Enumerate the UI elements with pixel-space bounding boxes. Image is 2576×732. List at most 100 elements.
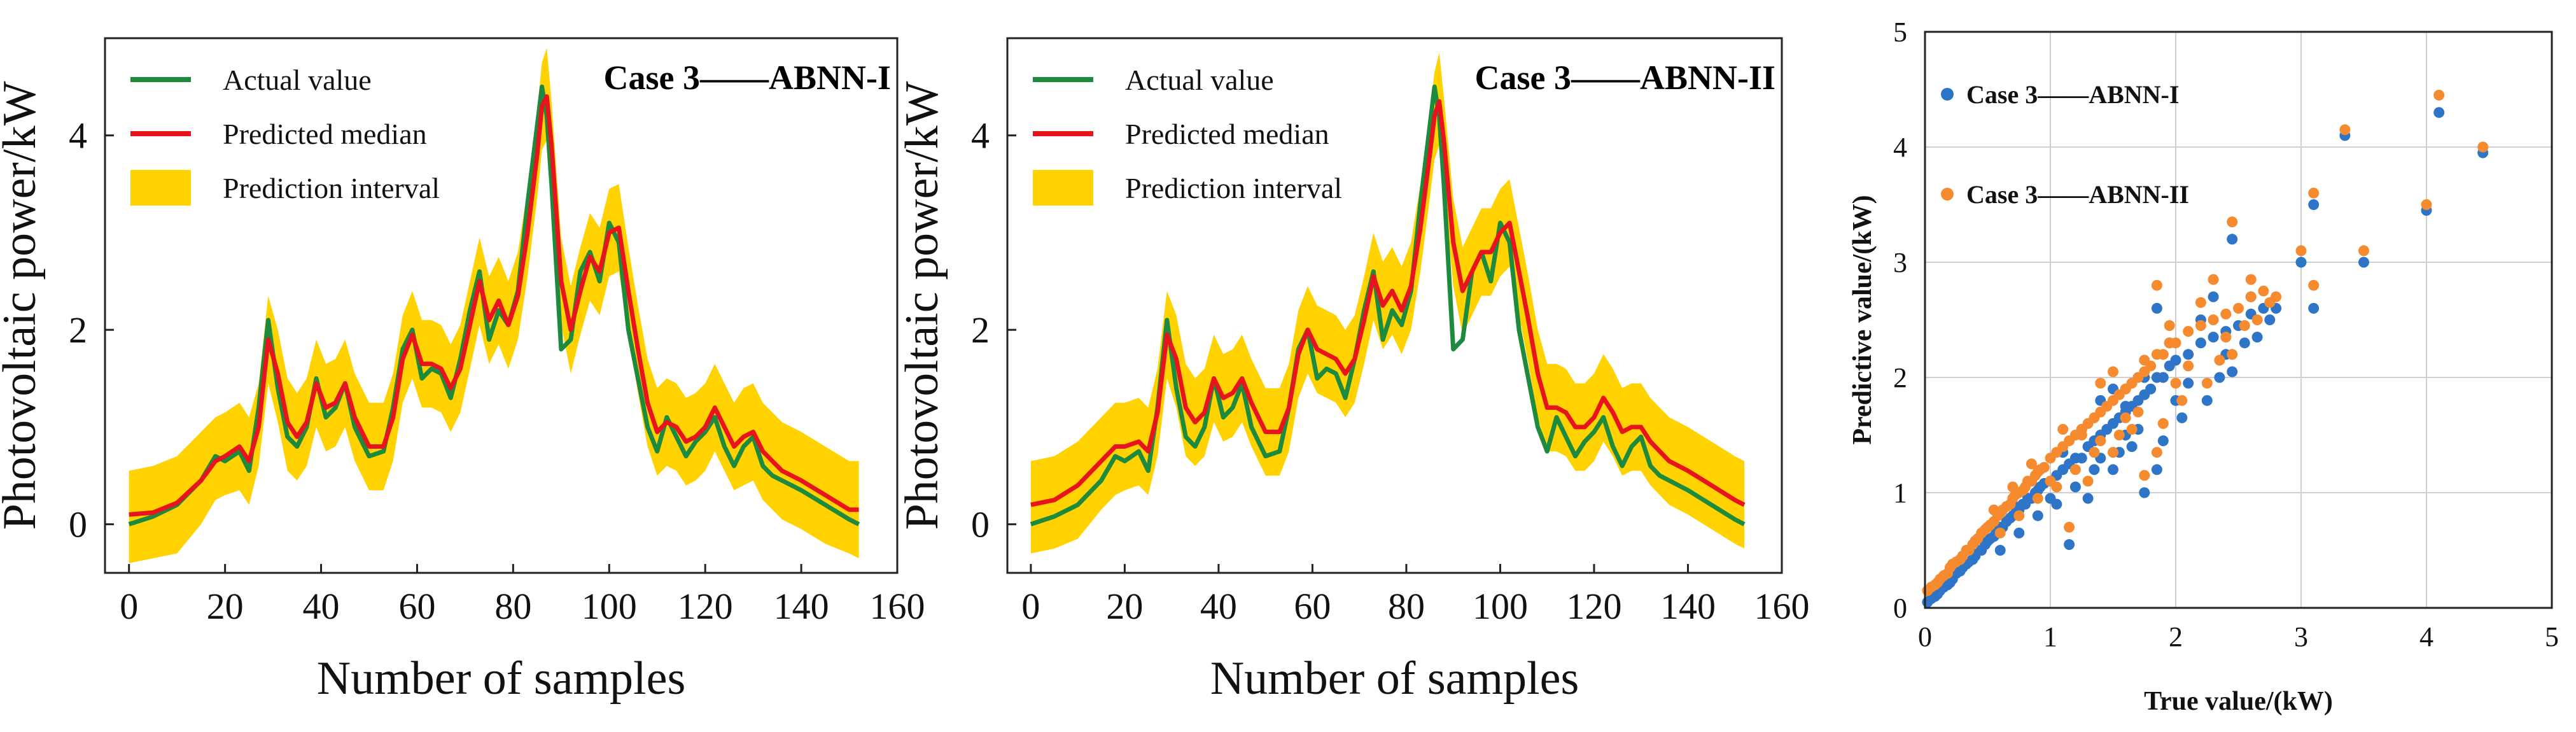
y-tick-label: 4 <box>971 115 990 157</box>
point-abnn-ii <box>2220 308 2232 320</box>
chart-title: Case 3——ABNN-II <box>1475 59 1776 97</box>
point-abnn-i <box>2201 395 2213 406</box>
point-abnn-ii <box>2477 141 2489 153</box>
legend-swatch-interval <box>130 170 191 206</box>
legend-label-predicted: Predicted median <box>1125 118 1329 150</box>
x-tick-label: 100 <box>582 586 637 627</box>
x-tick-label: 20 <box>207 586 244 627</box>
point-abnn-ii <box>2245 291 2257 302</box>
point-abnn-ii <box>2038 461 2050 473</box>
point-abnn-ii <box>2164 320 2175 331</box>
point-abnn-ii <box>2108 447 2118 458</box>
point-abnn-ii <box>2120 412 2131 423</box>
point-abnn-i <box>2208 291 2219 302</box>
point-abnn-ii <box>2208 314 2219 325</box>
point-abnn-ii <box>2082 475 2094 487</box>
x-axis-label: Number of samples <box>1210 652 1579 705</box>
point-abnn-i <box>1994 545 2006 556</box>
y-axis-label: Photovoltaic power/kW <box>0 81 46 530</box>
point-abnn-ii <box>2208 274 2219 285</box>
point-abnn-ii <box>2013 510 2025 521</box>
plot-frame <box>1924 31 2553 609</box>
y-tick-labels: 0 1 2 3 4 5 <box>1893 17 1907 624</box>
x-tick-label: 60 <box>398 586 435 627</box>
x-tick-label: 4 <box>2419 621 2433 652</box>
legend-label-actual: Actual value <box>1125 64 1274 96</box>
point-abnn-i <box>2013 527 2025 538</box>
point-abnn-ii <box>2214 355 2225 366</box>
point-abnn-i <box>2433 107 2445 118</box>
point-abnn-i <box>2264 314 2276 325</box>
point-abnn-ii <box>1988 504 1999 516</box>
x-tick-label: 0 <box>1021 586 1040 627</box>
point-abnn-i <box>2195 337 2206 349</box>
point-abnn-i <box>2069 481 2081 493</box>
y-axis-label: Photovoltaic power/kW <box>896 81 948 530</box>
x-tick-label: 100 <box>1473 586 1528 627</box>
point-abnn-i <box>2295 257 2307 268</box>
y-tick-label: 4 <box>1893 132 1907 163</box>
y-tick-label: 0 <box>971 504 990 545</box>
point-abnn-ii <box>2095 377 2106 389</box>
legend: Actual value Predicted median Prediction… <box>1033 64 1342 206</box>
y-tick-label: 4 <box>69 115 87 157</box>
x-tick-label: 0 <box>1918 621 1932 652</box>
point-abnn-i <box>2139 487 2150 498</box>
point-abnn-ii <box>2076 424 2087 435</box>
panel-left: 0 20 40 60 80 100 120 140 160 0 2 4 Number of samp… <box>0 37 925 705</box>
point-abnn-ii <box>2170 377 2181 389</box>
scatter-points <box>1922 90 2489 608</box>
x-axis-label: Number of samples <box>317 652 686 705</box>
point-abnn-ii <box>2095 435 2106 446</box>
actual-value-line <box>1030 84 1746 526</box>
point-abnn-i <box>2064 539 2075 550</box>
point-abnn-ii <box>2258 285 2269 297</box>
point-abnn-ii <box>2069 464 2081 475</box>
x-tick-label: 80 <box>494 586 531 627</box>
point-abnn-ii <box>2433 90 2445 101</box>
panel-middle: 0 20 40 60 80 100 120 140 160 0 2 4 Number of samp… <box>896 37 1810 705</box>
point-abnn-ii <box>2170 337 2181 349</box>
point-abnn-ii <box>2176 395 2188 406</box>
x-tick-labels: 0 20 40 60 80 100 120 140 160 <box>120 564 925 627</box>
point-abnn-ii <box>2421 199 2432 210</box>
point-abnn-ii <box>2157 418 2169 429</box>
legend-label-actual: Actual value <box>223 64 372 96</box>
legend-label-abnn-i: Case 3——ABNN-I <box>1966 80 2179 109</box>
point-abnn-i <box>2151 302 2162 314</box>
point-abnn-i <box>2358 257 2369 268</box>
legend-marker-abnn-ii <box>1941 188 1954 201</box>
y-tick-label: 5 <box>1893 17 1907 48</box>
point-abnn-ii <box>1994 527 2006 538</box>
x-tick-label: 140 <box>1660 586 1716 627</box>
x-tick-label: 0 <box>120 586 138 627</box>
y-tick-label: 2 <box>1893 362 1907 393</box>
point-abnn-ii <box>2239 320 2250 331</box>
point-abnn-ii <box>2227 349 2238 360</box>
point-abnn-i <box>2239 337 2250 349</box>
point-abnn-ii <box>2308 187 2320 199</box>
point-abnn-ii <box>2183 326 2194 337</box>
y-tick-label: 3 <box>1893 247 1907 278</box>
point-abnn-i <box>2082 493 2094 504</box>
point-abnn-ii <box>2308 279 2320 291</box>
x-tick-label: 20 <box>1106 586 1143 627</box>
legend-label-abnn-ii: Case 3——ABNN-II <box>1966 180 2189 209</box>
point-abnn-i <box>2032 510 2043 521</box>
point-abnn-ii <box>2183 360 2194 372</box>
point-abnn-ii <box>2126 424 2138 435</box>
x-tick-label: 2 <box>2169 621 2183 652</box>
point-abnn-ii <box>2089 447 2100 458</box>
point-abnn-ii <box>2339 124 2351 136</box>
point-abnn-ii <box>2007 481 2019 493</box>
panel-scatter: 0 1 2 3 4 5 0 1 2 3 4 5 True value/(kW) Predictive… <box>1848 17 2559 716</box>
legend-label-predicted: Predicted median <box>223 118 427 150</box>
point-abnn-ii <box>2195 320 2206 331</box>
point-abnn-i <box>2076 453 2087 464</box>
x-axis-label: True value/(kW) <box>2144 687 2333 716</box>
point-abnn-ii <box>2057 424 2069 435</box>
point-abnn-ii <box>2251 314 2263 325</box>
point-abnn-i <box>2157 435 2169 446</box>
point-abnn-ii <box>2132 406 2144 418</box>
point-abnn-i <box>2126 441 2138 453</box>
